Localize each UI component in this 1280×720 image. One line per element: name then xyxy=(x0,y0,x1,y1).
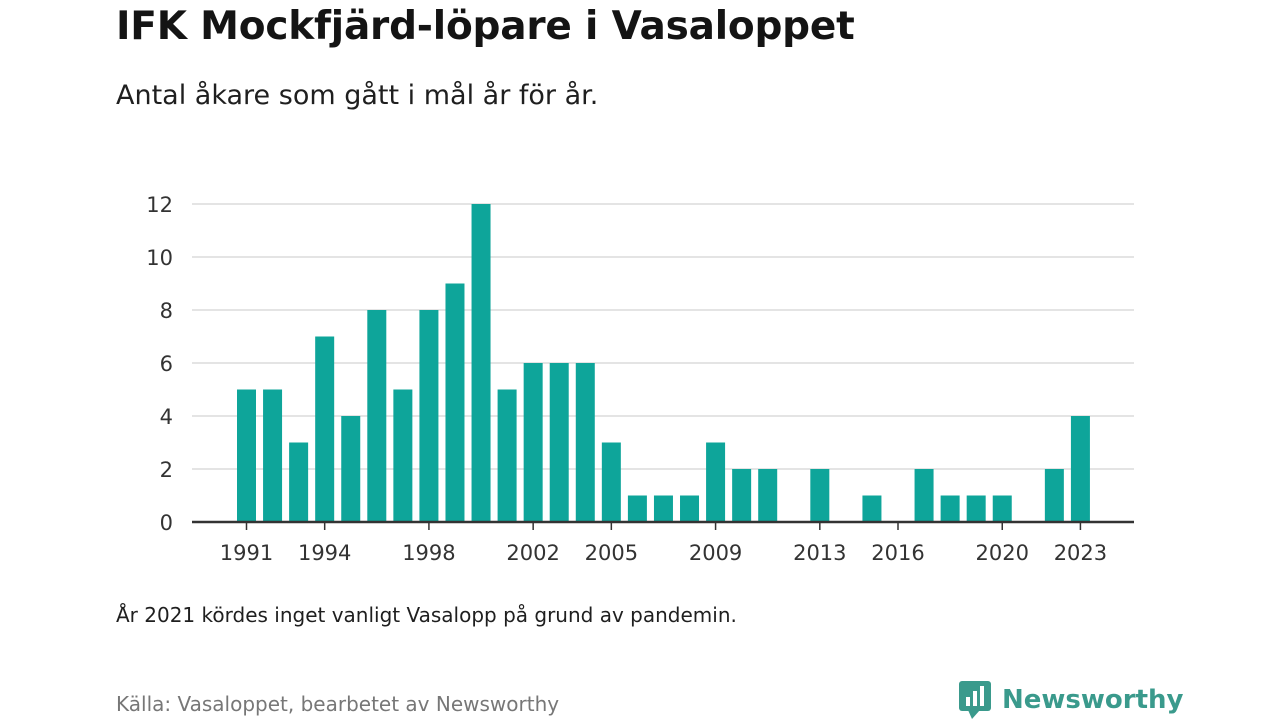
bar-2018[interactable] xyxy=(940,495,960,523)
x-tick-label: 1991 xyxy=(220,541,273,565)
bar-chart: 0 2 4 6 8 10 12 1991 1994 1998 2002 2005 2009 2013 20… xyxy=(146,193,1134,565)
x-tick-label: 2002 xyxy=(506,541,559,565)
bar-1991[interactable] xyxy=(237,389,256,523)
y-tick-label: 4 xyxy=(160,405,173,429)
bar-2004[interactable] xyxy=(575,363,595,522)
bar-2015[interactable] xyxy=(862,495,882,523)
bar-1994[interactable] xyxy=(315,336,335,523)
x-axis-ticks: 1991 1994 1998 2002 2005 2009 2013 2016 2020 2023 xyxy=(220,522,1107,565)
bar-2007[interactable] xyxy=(653,495,673,523)
bar-1997[interactable] xyxy=(393,389,413,523)
x-tick-label: 2009 xyxy=(689,541,742,565)
y-tick-label: 10 xyxy=(146,246,173,270)
y-tick-label: 6 xyxy=(160,352,173,376)
y-tick-label: 2 xyxy=(160,458,173,482)
y-tick-label: 8 xyxy=(160,299,173,323)
bar-2010[interactable] xyxy=(732,469,752,522)
bar-1992[interactable] xyxy=(263,389,283,523)
bar-2013[interactable] xyxy=(810,469,830,522)
x-tick-label: 1998 xyxy=(402,541,455,565)
bar-1996[interactable] xyxy=(367,310,387,522)
x-tick-label: 2005 xyxy=(585,541,638,565)
bar-2008[interactable] xyxy=(680,495,700,523)
x-tick-label: 2020 xyxy=(976,541,1029,565)
x-tick-label: 2016 xyxy=(871,541,924,565)
bar-1993[interactable] xyxy=(289,442,309,523)
bar-2005[interactable] xyxy=(601,442,621,523)
bar-2011[interactable] xyxy=(758,469,778,522)
bar-2020[interactable] xyxy=(992,495,1012,523)
newsworthy-logo-icon xyxy=(959,681,991,719)
bar-2003[interactable] xyxy=(549,363,569,522)
source-credit: Källa: Vasaloppet, bearbetet av Newswort… xyxy=(116,692,560,716)
bar-2022[interactable] xyxy=(1044,469,1064,522)
x-tick-label: 1994 xyxy=(298,541,351,565)
bar-2019[interactable] xyxy=(966,495,986,523)
bar-1999[interactable] xyxy=(445,283,465,523)
y-tick-label: 12 xyxy=(146,193,173,217)
bar-1998[interactable] xyxy=(419,310,439,522)
bar-2017[interactable] xyxy=(914,469,934,522)
chart-subtitle: Antal åkare som gått i mål år för år. xyxy=(116,80,599,111)
bar-2000[interactable] xyxy=(471,204,491,522)
brand-logo[interactable]: Newsworthy xyxy=(958,680,1183,720)
bar-2001[interactable] xyxy=(497,389,517,523)
bar-2009[interactable] xyxy=(706,442,726,523)
chart-note: År 2021 kördes inget vanligt Vasalopp på… xyxy=(116,603,737,627)
bar-1995[interactable] xyxy=(341,416,361,522)
x-tick-label: 2013 xyxy=(793,541,846,565)
chart-title: IFK Mockfjärd-löpare i Vasaloppet xyxy=(116,4,855,49)
bar-2006[interactable] xyxy=(627,495,647,523)
bars xyxy=(237,204,1090,522)
bar-2002[interactable] xyxy=(523,363,543,522)
y-tick-label: 0 xyxy=(160,511,173,535)
y-axis-ticks: 0 2 4 6 8 10 12 xyxy=(146,193,173,535)
bar-2023[interactable] xyxy=(1070,416,1090,522)
x-tick-label: 2023 xyxy=(1054,541,1107,565)
brand-name: Newsworthy xyxy=(1002,685,1184,715)
